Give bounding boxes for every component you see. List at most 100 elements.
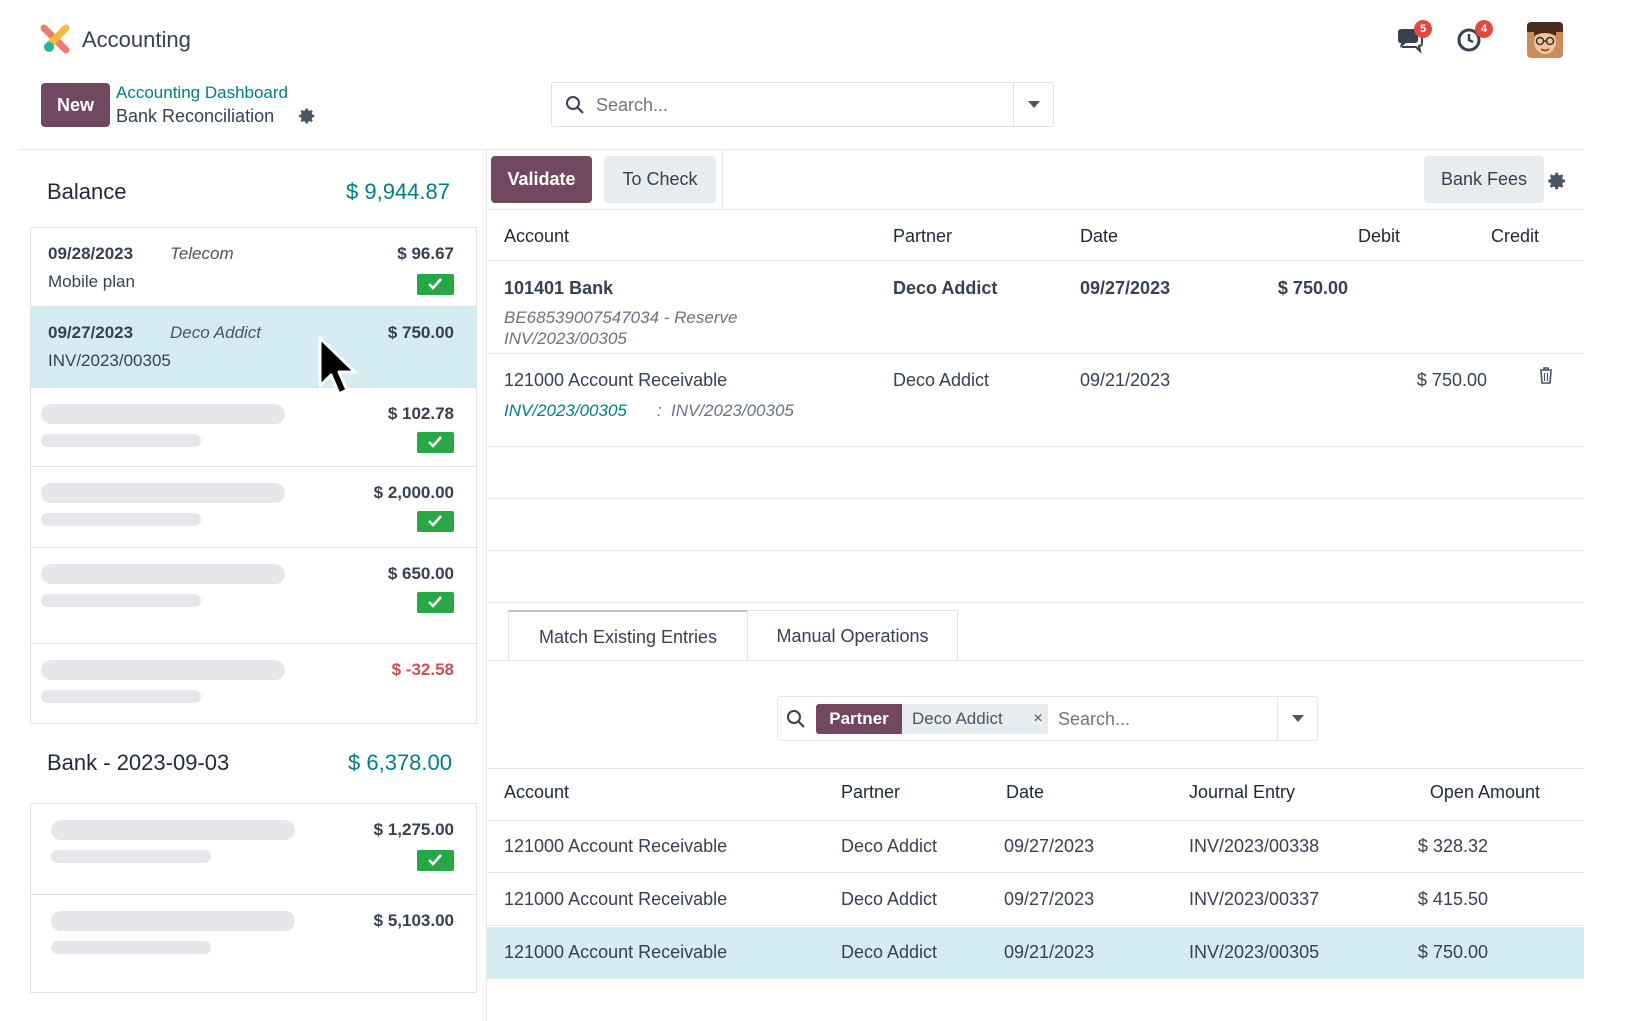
facet-value: Deco Addict bbox=[902, 704, 1048, 734]
app-title: Accounting bbox=[82, 27, 191, 52]
tab-manual-operations[interactable]: Manual Operations bbox=[747, 610, 958, 661]
placeholder-bar bbox=[41, 434, 201, 447]
statement-line-selected[interactable]: 09/27/2023 Deco Addict INV/2023/00305 $ … bbox=[31, 307, 476, 388]
col-journal-entry: Journal Entry bbox=[1189, 782, 1296, 802]
facet-label: Partner bbox=[816, 704, 902, 734]
main-search[interactable] bbox=[551, 82, 1054, 127]
remove-facet-icon[interactable]: × bbox=[1033, 710, 1043, 727]
placeholder-bar bbox=[51, 941, 211, 954]
line-reference: BE68539007547034 - Reserve bbox=[504, 308, 738, 327]
statement-line[interactable]: $ 650.00 bbox=[31, 548, 476, 644]
statement-amount: $ 5,103.00 bbox=[373, 911, 454, 930]
col-partner: Partner bbox=[893, 226, 953, 246]
messages-badge: 5 bbox=[1414, 20, 1432, 38]
line-debit: $ 750.00 bbox=[1277, 278, 1348, 298]
match-date: 09/21/2023 bbox=[1004, 942, 1095, 962]
match-partner: Deco Addict bbox=[841, 942, 938, 962]
placeholder-bar bbox=[51, 850, 211, 863]
statement-line[interactable]: $ 1,275.00 bbox=[31, 804, 476, 895]
statement-line[interactable]: $ -32.58 bbox=[31, 644, 476, 724]
placeholder-bar bbox=[51, 820, 295, 840]
statement-line[interactable]: $ 2,000.00 bbox=[31, 467, 476, 548]
placeholder-bar bbox=[41, 483, 285, 503]
match-open-amount: $ 750.00 bbox=[1417, 942, 1488, 962]
breadcrumb-current: Bank Reconciliation bbox=[116, 106, 275, 126]
bank-statement-amount: $ 6,378.00 bbox=[348, 750, 452, 775]
panel-divider bbox=[486, 149, 487, 1021]
divider bbox=[487, 498, 1584, 499]
bank-statement-label: Bank - 2023-09-03 bbox=[47, 750, 230, 775]
settings-gear-icon[interactable] bbox=[1547, 171, 1567, 191]
invoice-link[interactable]: INV/2023/00305 bbox=[504, 401, 627, 420]
col-debit: Debit bbox=[1357, 226, 1400, 246]
line-reference: INV/2023/00305 bbox=[504, 329, 627, 348]
mouse-cursor-icon bbox=[318, 336, 362, 400]
reconciled-check-icon bbox=[417, 432, 454, 453]
match-search[interactable]: Partner Deco Addict × bbox=[777, 696, 1318, 741]
divider bbox=[487, 820, 1584, 821]
match-account: 121000 Account Receivable bbox=[504, 889, 728, 909]
breadcrumb-accounting-dashboard[interactable]: Accounting Dashboard bbox=[116, 83, 289, 102]
statement-amount: $ 650.00 bbox=[387, 564, 454, 583]
match-date: 09/27/2023 bbox=[1004, 889, 1095, 909]
trash-icon[interactable] bbox=[1538, 366, 1554, 384]
divider bbox=[487, 768, 1584, 769]
reconciled-check-icon bbox=[417, 850, 454, 871]
match-search-input[interactable] bbox=[1058, 705, 1258, 733]
caret-down-icon bbox=[1028, 101, 1040, 108]
reconciled-check-icon bbox=[417, 511, 454, 532]
statement-line[interactable]: $ 102.78 bbox=[31, 388, 476, 467]
match-partner: Deco Addict bbox=[841, 836, 938, 856]
reconcile-line[interactable]: 101401 Bank Deco Addict 09/27/2023 $ 750… bbox=[487, 261, 1584, 352]
caret-down-icon bbox=[1292, 715, 1304, 722]
statement-amount: $ -32.58 bbox=[391, 660, 454, 679]
line-account: 121000 Account Receivable bbox=[504, 370, 728, 390]
validate-button[interactable]: Validate bbox=[491, 156, 592, 203]
statement-amount: $ 750.00 bbox=[387, 323, 454, 342]
match-row[interactable]: 121000 Account Receivable Deco Addict 09… bbox=[487, 821, 1584, 873]
match-row-selected[interactable]: 121000 Account Receivable Deco Addict 09… bbox=[487, 927, 1584, 979]
placeholder-bar bbox=[41, 660, 285, 680]
bank-fees-button[interactable]: Bank Fees bbox=[1424, 156, 1544, 203]
activities-badge: 4 bbox=[1475, 20, 1493, 38]
accounting-logo-icon[interactable] bbox=[40, 24, 70, 54]
search-options-toggle[interactable] bbox=[1013, 83, 1053, 126]
messages-button[interactable]: 5 bbox=[1394, 20, 1432, 55]
statement-line[interactable]: $ 5,103.00 bbox=[31, 895, 476, 993]
search-icon bbox=[566, 96, 584, 114]
match-open-amount: $ 328.32 bbox=[1417, 836, 1488, 856]
reconcile-line[interactable]: 121000 Account Receivable Deco Addict 09… bbox=[487, 354, 1584, 445]
divider bbox=[487, 660, 1584, 661]
statement-line[interactable]: 09/28/2023 Telecom Mobile plan $ 96.67 bbox=[31, 228, 476, 307]
match-journal-entry: INV/2023/00337 bbox=[1189, 889, 1320, 909]
match-row[interactable]: 121000 Account Receivable Deco Addict 09… bbox=[487, 874, 1584, 926]
divider bbox=[487, 602, 1584, 603]
divider bbox=[487, 209, 1584, 210]
gear-icon[interactable] bbox=[298, 107, 316, 125]
placeholder-bar bbox=[41, 564, 285, 584]
statement-date: 09/27/2023 bbox=[48, 323, 134, 342]
col-credit: Credit bbox=[1490, 226, 1539, 246]
search-input[interactable] bbox=[596, 91, 996, 119]
to-check-button[interactable]: To Check bbox=[604, 156, 716, 203]
statement-partner: Deco Addict bbox=[170, 323, 262, 342]
match-search-options-toggle[interactable] bbox=[1277, 697, 1317, 740]
chat-icon bbox=[1398, 29, 1423, 55]
statement-list: 09/28/2023 Telecom Mobile plan $ 96.67 0… bbox=[30, 227, 477, 724]
col-account: Account bbox=[504, 782, 570, 802]
statement-date: 09/28/2023 bbox=[48, 244, 134, 263]
statement-amount: $ 96.67 bbox=[397, 244, 454, 263]
match-date: 09/27/2023 bbox=[1004, 836, 1095, 856]
match-account: 121000 Account Receivable bbox=[504, 836, 728, 856]
statement-amount: $ 2,000.00 bbox=[373, 483, 454, 502]
statement-amount: $ 102.78 bbox=[387, 404, 454, 423]
user-avatar[interactable] bbox=[1527, 22, 1563, 58]
statement-partner: Telecom bbox=[170, 244, 234, 263]
tab-match-existing-entries[interactable]: Match Existing Entries bbox=[508, 610, 748, 661]
match-journal-entry: INV/2023/00338 bbox=[1189, 836, 1320, 856]
line-credit: $ 750.00 bbox=[1416, 370, 1487, 390]
line-partner: Deco Addict bbox=[893, 370, 990, 390]
activities-button[interactable]: 4 bbox=[1455, 20, 1493, 54]
new-button[interactable]: New bbox=[41, 83, 110, 127]
col-open-amount: Open Amount bbox=[1429, 782, 1540, 802]
